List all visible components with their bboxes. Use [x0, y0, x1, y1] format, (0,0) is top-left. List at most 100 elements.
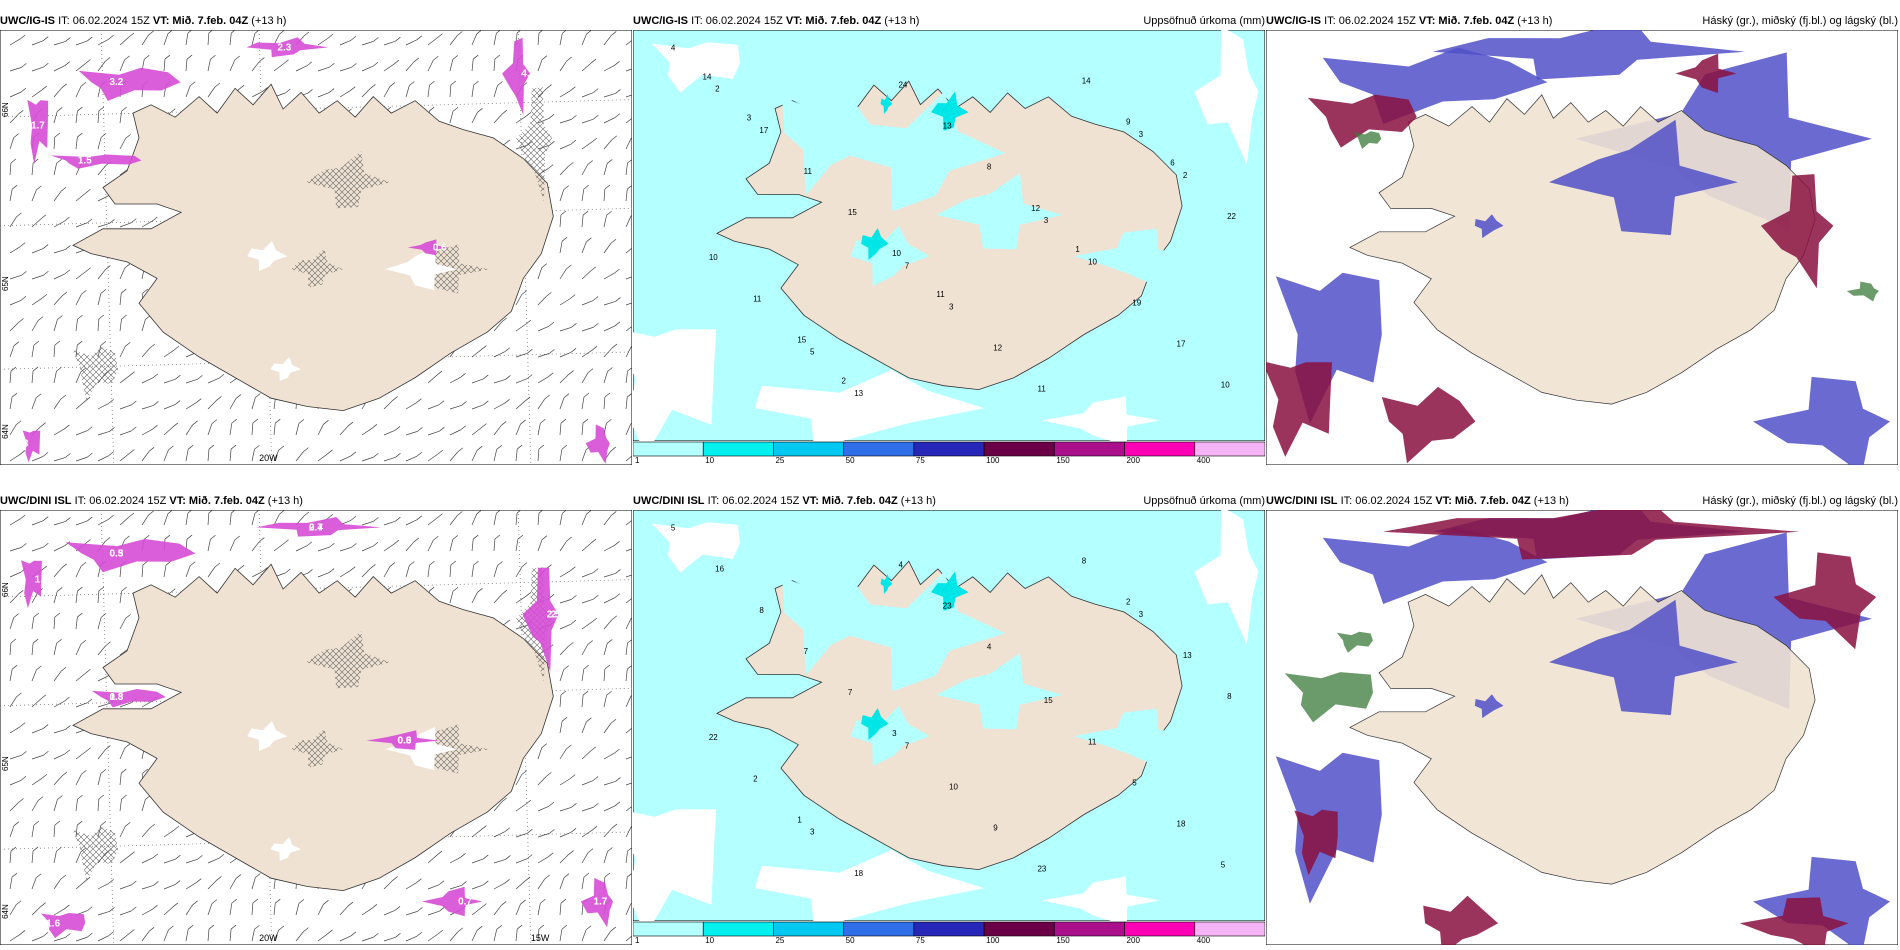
precip-value: 5	[810, 348, 815, 357]
precip-value: 1	[1075, 245, 1080, 254]
precip-value: 2	[753, 774, 758, 783]
valid-time: VT: Mið. 7.feb. 04Z	[1435, 495, 1531, 507]
wind-speed-area	[65, 539, 196, 573]
precip-value: 3	[747, 113, 752, 122]
colorbar-tick-label: 150	[1056, 936, 1070, 945]
precip-area	[782, 77, 876, 196]
precip-value: 13	[854, 389, 863, 398]
colorbar-tick-label: 400	[1197, 456, 1211, 465]
panel-header: UWC/IG-IS IT: 06.02.2024 15Z VT: Mið. 7.…	[1266, 12, 1898, 30]
hatched-area	[306, 150, 391, 209]
precip-value: 9	[1126, 118, 1131, 127]
field-title: Uppsöfnuð úrkoma (mm)	[1143, 15, 1265, 27]
colorbar-swatch	[983, 921, 1055, 937]
colorbar-swatch	[702, 441, 774, 457]
wind-value-label: 1.3	[109, 692, 123, 703]
wind-value-label: 1.6	[46, 918, 60, 929]
map-area	[1266, 510, 1898, 945]
colorbar-tick-label: 100	[986, 456, 1000, 465]
precip-value: 4	[671, 44, 676, 53]
precip-value: 11	[804, 167, 813, 176]
low-cloud-area	[1284, 672, 1373, 723]
precip-value: 15	[1044, 696, 1053, 705]
wind-speed-area	[246, 37, 329, 58]
latitude-label: 64N	[1, 424, 10, 439]
precip-value: 18	[854, 869, 863, 878]
colorbar-tick-label: 75	[916, 936, 925, 945]
precip-value: 15	[797, 335, 806, 344]
magenta-wind-fields	[21, 517, 613, 939]
lead-time: (+13 h)	[267, 495, 303, 507]
precip-value: 11	[753, 294, 762, 303]
colorbar-swatch	[1124, 441, 1196, 457]
precip-value: 17	[759, 126, 768, 135]
precip-fields	[782, 557, 1188, 767]
iceland-land	[72, 83, 554, 412]
panel-header: UWC/DINI ISL IT: 06.02.2024 15Z VT: Mið.…	[0, 492, 632, 510]
mid-cloud-field-land	[1474, 119, 1738, 239]
latitude-label: 66N	[1, 102, 10, 117]
precip-area	[850, 226, 930, 287]
precip-area-heavy	[931, 91, 969, 131]
precip-value: 11	[936, 290, 945, 299]
wind-speed-area	[22, 430, 41, 463]
colorbar-tick-label: 400	[1197, 936, 1211, 945]
precip-value: 2	[715, 85, 720, 94]
precip-value: 8	[987, 163, 992, 172]
precip-colorbar: 1 10 25 50 75 100 150 200 400	[633, 921, 1265, 945]
precip-area	[841, 91, 1006, 212]
precip-value: 22	[709, 733, 718, 742]
precip-value: 7	[905, 261, 910, 270]
panel-header: UWC/DINI ISL IT: 06.02.2024 15Z VT: Mið.…	[633, 492, 1265, 510]
dry-area	[1041, 876, 1160, 921]
precip-value: 3	[1139, 130, 1144, 139]
colorbar-swatch	[633, 441, 704, 457]
precip-value: 15	[848, 208, 857, 217]
mid-cloud-area	[1432, 30, 1746, 80]
low-cloud-field	[1353, 131, 1879, 302]
mid-cloud-area	[1322, 527, 1548, 604]
latitude-label: 64N	[1, 904, 10, 919]
colorbar-tick-label: 150	[1056, 456, 1070, 465]
wind-value-label: 1.7	[31, 121, 45, 132]
precip-fields	[782, 77, 1188, 287]
precip-value: 7	[905, 741, 910, 750]
wind-value-label: 1.7	[593, 897, 607, 908]
wind-value-label: 0.6	[433, 243, 447, 254]
precip-value: 14	[703, 72, 712, 81]
precip-value: 3	[1139, 610, 1144, 619]
high-cloud-area	[1773, 552, 1877, 650]
mid-cloud-area	[1474, 694, 1504, 719]
precip-area-heavy	[861, 708, 889, 740]
low-cloud-area	[1336, 631, 1373, 653]
map-area: 5733151610131811898457232223187824532166…	[633, 510, 1265, 921]
initial-time: IT: 06.02.2024 15Z	[1324, 15, 1416, 27]
field-title: Háský (gr.), miðský (fj.bl.) og lágský (…	[1702, 495, 1898, 507]
precip-map-panel-ig: UWC/IG-IS IT: 06.02.2024 15Z VT: Mið. 7.…	[633, 12, 1265, 465]
no-data-area	[247, 241, 288, 271]
precip-value: 2	[1126, 598, 1131, 607]
colorbar-swatch	[773, 921, 844, 937]
precip-value: 2	[1183, 171, 1188, 180]
wind-value-label: 1.5	[78, 156, 92, 167]
dry-area	[651, 522, 740, 573]
colorbar-swatch	[633, 921, 704, 937]
wind-speed-area	[407, 239, 449, 256]
dry-area	[754, 849, 985, 921]
precip-value: 4	[898, 561, 903, 570]
mid-cloud-area	[1753, 376, 1890, 465]
no-data-area	[247, 721, 288, 751]
precip-value: 10	[892, 249, 901, 258]
valid-time: VT: Mið. 7.feb. 04Z	[169, 495, 265, 507]
wind-speed-area	[580, 878, 613, 928]
wind-speed-area	[502, 37, 531, 115]
precip-area-heavy	[880, 94, 893, 114]
precip-value: 3	[949, 302, 954, 311]
colorbar-swatch	[1124, 921, 1196, 937]
low-cloud-area	[1353, 131, 1382, 149]
precip-value: 10	[949, 782, 958, 791]
model-name: UWC/DINI ISL	[0, 495, 72, 507]
precip-value: 8	[1082, 556, 1087, 565]
precip-value: 10	[1088, 257, 1097, 266]
